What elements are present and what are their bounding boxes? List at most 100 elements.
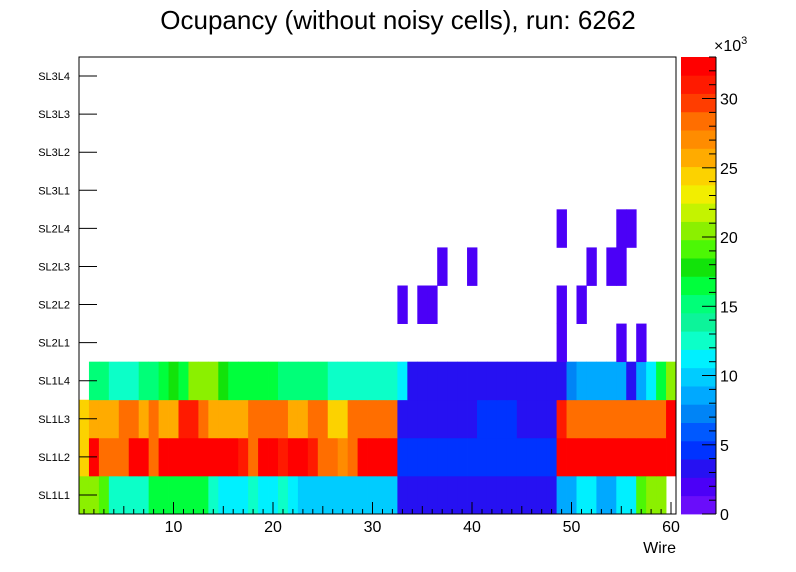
heatmap-cell [158,437,169,477]
heatmap-cell [118,361,130,401]
heatmap-cell [566,361,577,401]
heatmap-cell [317,361,329,401]
heatmap-cell [118,475,130,515]
heatmap-cell [467,475,478,515]
heatmap-cell [347,437,358,477]
heatmap-cell [626,209,637,248]
color-scale-segment [681,111,716,131]
heatmap-cell [228,399,239,439]
heatmap-cell [327,399,339,439]
heatmap-cell [218,475,229,515]
heatmap-cell [317,437,329,477]
heatmap-cell [258,399,269,439]
color-scale: 0 5 10 15 20 25 30 [681,56,738,524]
color-scale-segment [681,184,716,204]
heatmap-cell [347,361,358,401]
heatmap-cell [666,361,677,401]
heatmap-cell [148,361,159,401]
heatmap-cell [427,285,438,324]
heatmap-cell [218,437,229,477]
heatmap-cell [447,437,458,477]
x-tick-label: 30 [364,519,382,536]
heatmap-cell [646,361,657,401]
heatmap-cell [556,209,567,248]
heatmap-cell [287,437,299,477]
heatmap-cell [307,475,319,515]
heatmap-cell [516,361,528,401]
heatmap-cell [377,475,388,515]
heatmap-cell [606,399,617,439]
heatmap-cell [268,399,279,439]
heatmap-cell [367,475,378,515]
heatmap-cell [138,399,150,439]
heatmap-cell [457,437,468,477]
x-axis: 10 20 30 40 50 60 [83,502,680,536]
heatmap-cell [556,437,567,477]
heatmap-cell [526,361,538,401]
y-tick-label: SL2L1 [38,338,70,350]
y-tick-label: SL3L2 [38,147,70,159]
color-scale-segment [681,459,716,478]
heatmap-cell [278,399,289,439]
heatmap-cell [536,437,548,477]
heatmap-cell [437,361,448,401]
plot-frame [78,56,677,515]
color-scale-segment [681,166,716,186]
heatmap-cell [666,437,677,477]
heatmap-cell [636,399,647,439]
heatmap-cell [188,475,199,515]
heatmap-cell [467,437,478,477]
heatmap-cell [248,399,259,439]
heatmap-cell [258,475,269,515]
heatmap-cell [228,475,239,515]
heatmap-cell [168,475,179,515]
y-tick-label: SL3L1 [38,185,70,197]
heatmap-cell [208,475,219,515]
heatmap-cell [427,437,438,477]
heatmap-cell [506,475,518,515]
heatmap-cell [616,399,627,439]
heatmap-cell [168,361,179,401]
color-scale-segment [681,258,716,277]
color-scale-tick-label: 20 [720,230,738,247]
heatmap-cell [417,437,428,477]
heatmap-cell [407,437,418,477]
heatmap-cell [337,437,349,477]
heatmap-cell [586,475,597,515]
heatmap-cell [297,475,309,515]
heatmap-cell [248,437,259,477]
color-scale-segment [681,386,716,405]
heatmap-cell [178,399,189,439]
heatmap-cell [656,399,667,439]
heatmap-cell [218,399,229,439]
heatmap-cell [616,247,627,286]
heatmap-cell [437,437,448,477]
heatmap-cell [128,361,140,401]
heatmap-cell [337,399,349,439]
heatmap-cell [238,475,249,515]
heatmap-cell [387,399,398,439]
z-exponent: 3 [741,35,747,47]
heatmap-cell [238,437,249,477]
heatmap-cell [108,475,120,515]
heatmap-cell [437,247,448,286]
heatmap-cell [566,437,577,477]
heatmap-cell [357,475,368,515]
color-scale-tick-label: 30 [720,92,738,109]
heatmap-cell [586,437,597,477]
heatmap-cell [228,361,239,401]
heatmap-cell [566,399,577,439]
color-scale-segment [681,349,716,369]
heatmap-cell [287,475,299,515]
heatmap-cell [467,361,478,401]
heatmap-cell [467,247,478,286]
heatmap-cell [427,399,438,439]
heatmap-cell [238,399,249,439]
heatmap-cell [556,399,567,439]
y-tick-label: SL1L2 [38,452,70,464]
heatmap-cell [447,399,458,439]
heatmap-cell [98,399,110,439]
heatmap-cell [168,437,179,477]
heatmap-cell [128,399,140,439]
